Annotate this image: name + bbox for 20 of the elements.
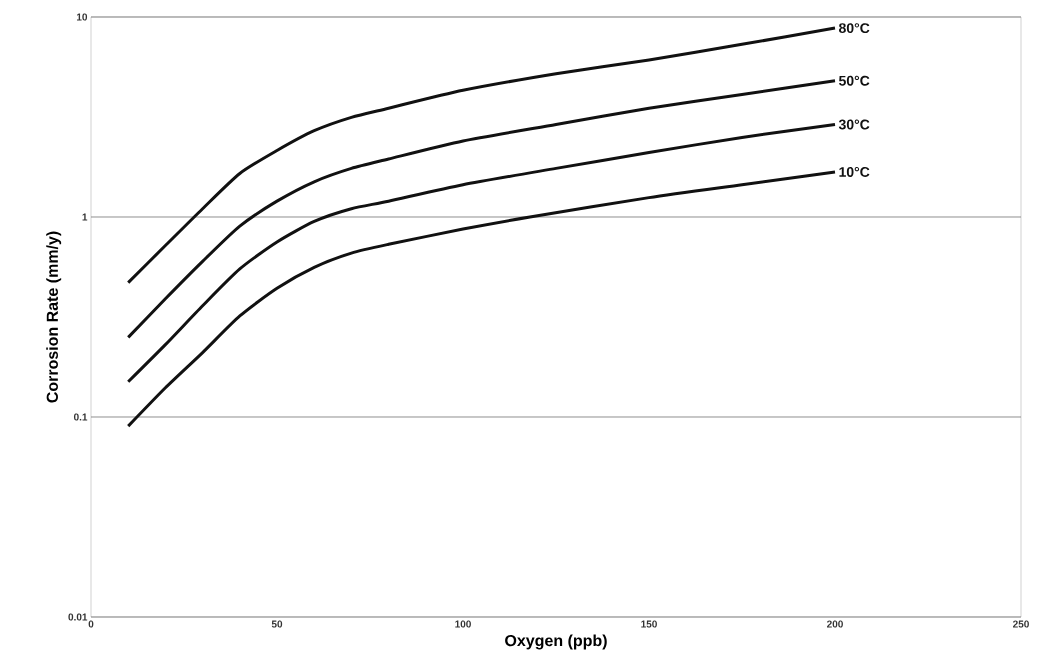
x-axis-title: Oxygen (ppb) [505,634,607,650]
y-tick-label: 10 [76,13,88,21]
series-label: 10°C [839,166,870,177]
x-tick-label: 50 [271,620,283,628]
series-label: 50°C [838,75,870,86]
x-tick-label: 0 [88,620,94,628]
y-tick-label: 0.01 [68,613,88,621]
x-tick-label: 250 [1013,620,1029,628]
y-axis-title: Corrosion Rate (mm/y) [46,231,62,403]
x-tick-label: 100 [455,620,471,628]
line-series [126,79,837,339]
y-tick-label: 0.1 [73,413,88,421]
line-series [126,123,837,384]
line-series [126,170,837,428]
series-label: 30°C [838,119,870,130]
y-tick-label: 1 [82,213,88,221]
line-series [126,26,837,285]
series-label: 80°C [838,23,870,34]
x-tick-label: 200 [827,620,843,628]
x-tick-label: 150 [641,620,657,628]
